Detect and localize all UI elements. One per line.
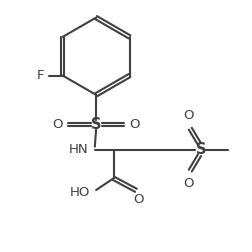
Text: O: O: [183, 177, 194, 190]
Text: HN: HN: [69, 143, 89, 156]
Text: S: S: [196, 142, 206, 157]
Text: O: O: [183, 109, 194, 122]
Text: S: S: [91, 117, 101, 132]
Text: HO: HO: [70, 185, 90, 199]
Text: O: O: [133, 193, 144, 206]
Text: F: F: [37, 69, 44, 82]
Text: O: O: [130, 118, 140, 131]
Text: O: O: [52, 118, 62, 131]
